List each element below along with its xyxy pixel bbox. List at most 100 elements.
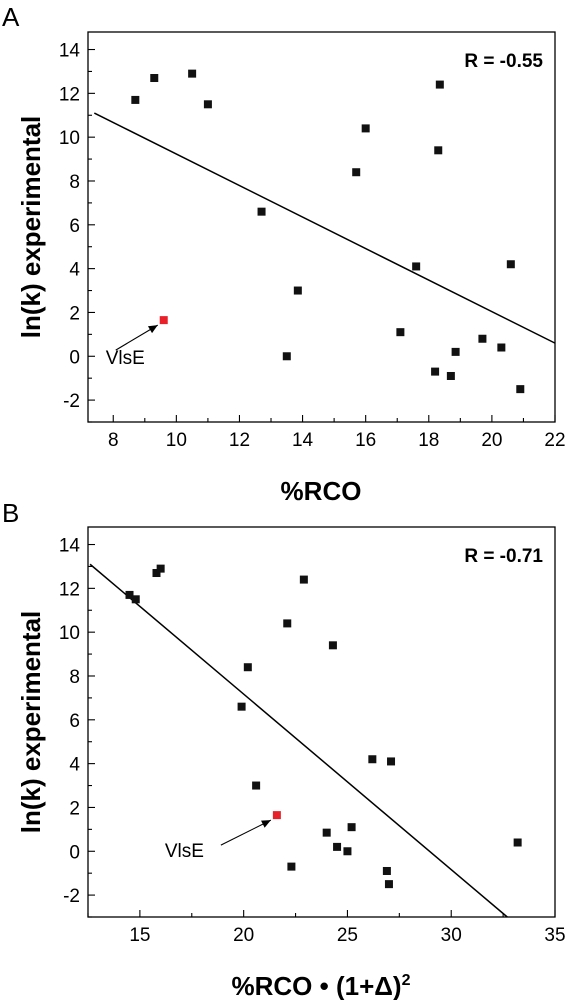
data-point — [434, 146, 443, 155]
data-point — [513, 838, 522, 847]
x-tick-label: 12 — [229, 430, 250, 451]
data-point — [125, 590, 134, 599]
data-point — [252, 781, 261, 790]
data-point — [347, 823, 356, 832]
data-point — [243, 663, 252, 672]
y-tick-label: -2 — [63, 886, 80, 907]
annotation-arrow-head — [147, 325, 158, 334]
data-point — [368, 755, 377, 764]
x-axis-title: %RCO — [281, 476, 362, 506]
x-tick-label: 16 — [355, 430, 376, 451]
x-axis-title: %RCO • (1+Δ)2 — [232, 971, 411, 1000]
data-point — [150, 74, 159, 83]
highlight-point — [159, 316, 168, 325]
highlight-label: VlsE — [106, 348, 145, 369]
data-point — [156, 564, 165, 573]
y-tick-label: 14 — [59, 41, 81, 62]
x-tick-label: 15 — [129, 925, 150, 946]
y-axis-title: ln(k) experimental — [16, 611, 46, 834]
data-point — [451, 347, 460, 356]
data-point — [516, 385, 525, 394]
annotation-arrow — [220, 819, 272, 846]
data-point — [396, 328, 405, 337]
data-point — [293, 286, 302, 295]
y-tick-label: 4 — [69, 755, 80, 776]
y-axis-title: ln(k) experimental — [16, 116, 46, 339]
x-tick-label: 20 — [481, 430, 502, 451]
fit-line — [89, 563, 508, 918]
correlation-label: R = -0.71 — [464, 546, 543, 567]
tick-labels: 8 10 12 14 16 18 20 22 -2 0 2 4 6 8 10 12 14 — [59, 41, 566, 451]
data-points — [125, 564, 522, 889]
plot-frame — [87, 31, 556, 423]
y-tick-label: 2 — [69, 798, 80, 819]
y-tick-label: -2 — [63, 391, 80, 412]
data-point — [352, 168, 361, 177]
x-tick-label: 14 — [292, 430, 314, 451]
x-tick-label: 22 — [544, 430, 565, 451]
data-points — [131, 69, 525, 394]
data-point — [283, 619, 292, 628]
data-point — [387, 757, 396, 766]
data-point — [333, 842, 342, 851]
data-point — [361, 124, 370, 133]
y-tick-label: 10 — [59, 128, 80, 149]
data-point — [435, 80, 444, 89]
data-point — [131, 595, 140, 604]
fit-line — [93, 112, 556, 344]
data-point — [188, 69, 197, 78]
y-tick-label: 12 — [59, 579, 80, 600]
data-point — [282, 352, 291, 361]
plot-frame — [87, 526, 556, 918]
data-point — [299, 575, 308, 584]
data-point — [328, 641, 337, 650]
data-point — [287, 862, 296, 871]
tick-labels: 15 20 25 30 35 -2 0 2 4 6 8 10 12 14 — [59, 536, 566, 946]
y-tick-label: 4 — [69, 260, 80, 281]
data-point — [506, 260, 515, 269]
x-tick-label: 10 — [166, 430, 187, 451]
y-tick-label: 6 — [69, 711, 80, 732]
y-tick-label: 8 — [69, 667, 80, 688]
panel-a: A 8 10 12 14 16 18 20 22 -2 0 2 4 6 8 10 12 14 VlsE R = … — [2, 2, 566, 506]
x-tick-label: 25 — [337, 925, 358, 946]
data-point — [384, 880, 393, 889]
data-point — [203, 100, 212, 109]
data-point — [237, 702, 246, 711]
data-point — [152, 569, 161, 578]
data-point — [446, 371, 455, 380]
y-tick-label: 12 — [59, 84, 80, 105]
x-axis-title-main: %RCO • (1+Δ) — [232, 971, 402, 1000]
data-point — [322, 828, 331, 837]
y-tick-label: 14 — [59, 536, 81, 557]
data-point — [257, 207, 266, 216]
data-point — [131, 95, 140, 104]
data-point — [382, 866, 391, 875]
x-tick-label: 30 — [441, 925, 462, 946]
panel-letter: A — [2, 2, 20, 32]
x-axis-title-superscript: 2 — [402, 972, 411, 989]
y-tick-label: 2 — [69, 303, 80, 324]
panel-b: B 15 20 25 30 35 -2 0 2 4 6 8 10 12 14 VlsE R = -0.71… — [2, 498, 566, 1000]
highlight-label: VlsE — [165, 841, 204, 862]
y-tick-label: 0 — [69, 842, 80, 863]
y-tick-label: 10 — [59, 623, 80, 644]
data-point — [412, 262, 421, 271]
y-tick-label: 8 — [69, 172, 80, 193]
x-tick-label: 35 — [544, 925, 565, 946]
x-tick-label: 18 — [418, 430, 439, 451]
data-point — [478, 334, 487, 343]
data-point — [343, 847, 352, 856]
annotation-arrow-head — [261, 820, 271, 828]
y-tick-label: 6 — [69, 216, 80, 237]
panel-letter: B — [2, 498, 19, 528]
axis-ticks — [87, 543, 556, 918]
data-point — [431, 367, 440, 376]
correlation-label: R = -0.55 — [464, 51, 543, 72]
x-tick-label: 8 — [108, 430, 119, 451]
x-tick-label: 20 — [233, 925, 254, 946]
data-point — [497, 343, 506, 352]
y-tick-label: 0 — [69, 347, 80, 368]
axis-ticks — [88, 48, 556, 423]
